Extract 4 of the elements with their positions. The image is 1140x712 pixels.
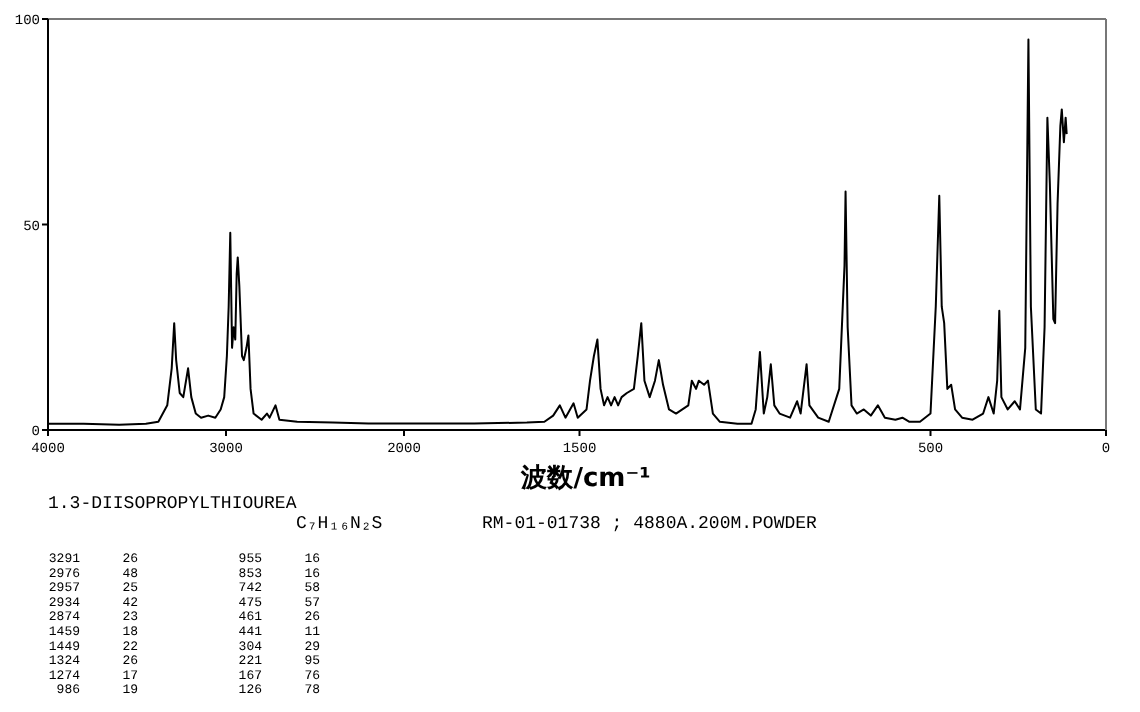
- text: C₇H₁₆N₂S: [296, 514, 383, 534]
- text: 1.3-DIISOPROPYLTHIOUREA: [48, 494, 298, 514]
- x-axis-title: 波数/cm⁻¹: [519, 464, 651, 494]
- text: RM-01-01738 ; 4880A.200M.POWDER: [482, 514, 819, 534]
